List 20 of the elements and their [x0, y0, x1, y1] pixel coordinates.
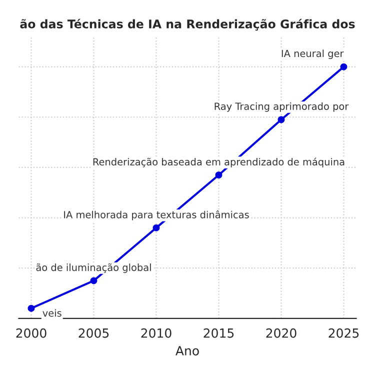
point: [90, 277, 98, 284]
point: [152, 224, 160, 232]
annotation: ão de iluminação global: [36, 263, 151, 273]
annotation: Renderização baseada em aprendizado de máquina: [93, 158, 344, 168]
chart-title: ão das Técnicas de IA na Renderização Gráfica dos: [20, 18, 355, 31]
x-tick-label: 2015: [204, 328, 234, 338]
point: [215, 172, 222, 178]
point: [28, 304, 35, 312]
x-tick-label: 2025: [328, 328, 359, 338]
x-axis-title: Ano: [176, 346, 199, 356]
point: [340, 63, 348, 70]
x-tick-label: 2020: [266, 328, 296, 338]
annotation: veis: [42, 309, 62, 317]
annotation: Ray Tracing aprimorado por: [214, 102, 349, 112]
point: [278, 116, 285, 124]
annotation: IA neural ger: [282, 50, 344, 59]
x-tick-label: 2005: [78, 328, 109, 338]
x-tick-label: 2010: [141, 328, 172, 338]
annotation: IA melhorada para texturas dinâmicas: [64, 210, 249, 220]
x-tick-label: 2000: [16, 328, 46, 338]
